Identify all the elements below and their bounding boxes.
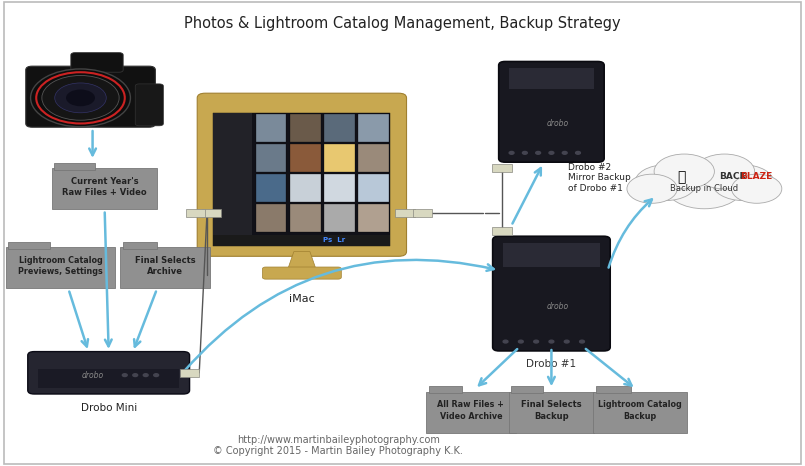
Circle shape — [536, 151, 541, 154]
FancyBboxPatch shape — [358, 174, 389, 202]
FancyBboxPatch shape — [6, 247, 115, 288]
Circle shape — [510, 151, 514, 154]
FancyBboxPatch shape — [213, 113, 390, 246]
Text: drobo: drobo — [547, 302, 569, 311]
FancyBboxPatch shape — [202, 209, 221, 217]
FancyBboxPatch shape — [28, 352, 190, 394]
FancyBboxPatch shape — [290, 144, 320, 172]
Polygon shape — [287, 252, 316, 270]
Circle shape — [563, 151, 567, 154]
Text: iMac: iMac — [289, 294, 315, 303]
Circle shape — [549, 340, 554, 343]
FancyBboxPatch shape — [135, 84, 163, 126]
Text: Lightroom Catalog
Backup: Lightroom Catalog Backup — [598, 400, 682, 420]
Circle shape — [627, 174, 677, 203]
Circle shape — [564, 340, 569, 343]
FancyBboxPatch shape — [213, 113, 252, 246]
Circle shape — [66, 89, 95, 106]
Text: Ps  Lr: Ps Lr — [323, 238, 345, 243]
Text: Drobo #1: Drobo #1 — [526, 359, 576, 369]
FancyBboxPatch shape — [290, 174, 320, 202]
Text: Lightroom Catalog
Previews, Settings: Lightroom Catalog Previews, Settings — [18, 256, 103, 276]
Text: Photos & Lightroom Catalog Management, Backup Strategy: Photos & Lightroom Catalog Management, B… — [184, 16, 621, 31]
FancyBboxPatch shape — [358, 204, 389, 232]
Text: http://www.martinbaileyphotography.com: http://www.martinbaileyphotography.com — [237, 435, 440, 445]
FancyBboxPatch shape — [358, 144, 389, 172]
Circle shape — [580, 340, 584, 343]
Text: All Raw Files +
Video Archive: All Raw Files + Video Archive — [437, 400, 505, 420]
FancyBboxPatch shape — [324, 204, 355, 232]
FancyBboxPatch shape — [52, 168, 158, 209]
FancyBboxPatch shape — [290, 204, 320, 232]
FancyBboxPatch shape — [395, 209, 415, 217]
Circle shape — [732, 174, 782, 203]
FancyBboxPatch shape — [493, 227, 512, 235]
FancyBboxPatch shape — [213, 235, 390, 246]
Circle shape — [695, 154, 754, 189]
FancyBboxPatch shape — [324, 144, 355, 172]
FancyBboxPatch shape — [197, 93, 407, 256]
Text: Final Selects
Backup: Final Selects Backup — [521, 400, 582, 420]
Text: drobo: drobo — [547, 118, 569, 128]
Circle shape — [712, 165, 774, 200]
FancyBboxPatch shape — [255, 114, 287, 142]
Text: Drobo #2
Mirror Backup
of Drobo #1: Drobo #2 Mirror Backup of Drobo #1 — [568, 163, 630, 193]
Circle shape — [122, 374, 127, 377]
FancyBboxPatch shape — [511, 386, 543, 393]
Text: BACK: BACK — [719, 171, 746, 181]
Text: drobo: drobo — [81, 370, 104, 380]
Text: Final Selects
Archive: Final Selects Archive — [134, 256, 196, 276]
Circle shape — [55, 83, 106, 113]
Text: Backup in Cloud: Backup in Cloud — [671, 184, 738, 193]
FancyBboxPatch shape — [413, 209, 432, 217]
FancyBboxPatch shape — [255, 144, 287, 172]
FancyBboxPatch shape — [39, 369, 180, 388]
FancyBboxPatch shape — [121, 247, 209, 288]
FancyBboxPatch shape — [180, 369, 200, 377]
FancyBboxPatch shape — [499, 62, 604, 162]
Circle shape — [534, 340, 539, 343]
Circle shape — [154, 374, 159, 377]
FancyBboxPatch shape — [493, 236, 610, 351]
Text: BLAZE: BLAZE — [740, 171, 772, 181]
FancyBboxPatch shape — [493, 164, 512, 171]
FancyBboxPatch shape — [290, 114, 320, 142]
Circle shape — [666, 164, 743, 209]
FancyBboxPatch shape — [262, 267, 341, 279]
FancyBboxPatch shape — [358, 114, 389, 142]
FancyBboxPatch shape — [503, 243, 600, 267]
FancyBboxPatch shape — [255, 174, 287, 202]
FancyBboxPatch shape — [186, 209, 205, 217]
Circle shape — [576, 151, 580, 154]
FancyBboxPatch shape — [71, 53, 123, 72]
Text: Current Year's
Raw Files + Video: Current Year's Raw Files + Video — [62, 177, 147, 197]
FancyBboxPatch shape — [427, 392, 515, 433]
FancyBboxPatch shape — [510, 68, 594, 89]
Circle shape — [654, 154, 714, 189]
Circle shape — [133, 374, 138, 377]
Text: © Copyright 2015 - Martin Bailey Photography K.K.: © Copyright 2015 - Martin Bailey Photogr… — [213, 446, 463, 456]
FancyBboxPatch shape — [55, 163, 95, 170]
FancyBboxPatch shape — [4, 2, 801, 464]
FancyBboxPatch shape — [596, 386, 631, 393]
FancyBboxPatch shape — [255, 204, 287, 232]
FancyBboxPatch shape — [324, 174, 355, 202]
FancyBboxPatch shape — [8, 242, 50, 249]
FancyBboxPatch shape — [324, 114, 355, 142]
Circle shape — [503, 340, 508, 343]
Circle shape — [31, 69, 130, 127]
FancyBboxPatch shape — [26, 66, 155, 127]
Text: Drobo Mini: Drobo Mini — [80, 403, 137, 413]
FancyBboxPatch shape — [509, 392, 594, 433]
FancyBboxPatch shape — [428, 386, 462, 393]
FancyBboxPatch shape — [122, 242, 156, 249]
Circle shape — [143, 374, 148, 377]
Circle shape — [42, 75, 119, 120]
FancyBboxPatch shape — [593, 392, 687, 433]
Circle shape — [518, 340, 523, 343]
Circle shape — [522, 151, 527, 154]
Text: 🔥: 🔥 — [678, 170, 686, 184]
Circle shape — [635, 165, 696, 200]
Circle shape — [549, 151, 554, 154]
